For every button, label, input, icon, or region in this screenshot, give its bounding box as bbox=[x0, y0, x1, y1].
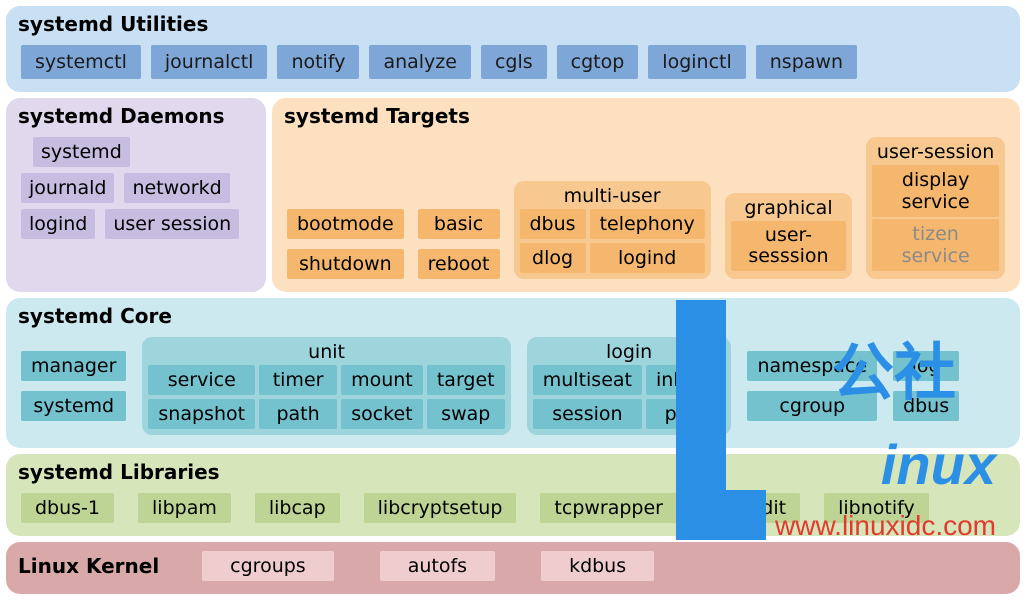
box-basic: basic bbox=[418, 209, 500, 239]
box-inhibit: inhibit bbox=[646, 365, 725, 395]
box-systemctl: systemctl bbox=[21, 45, 141, 79]
box-dlog: dlog bbox=[520, 243, 586, 273]
targets-title: systemd Targets bbox=[284, 104, 1008, 128]
box-systemd: systemd bbox=[21, 391, 126, 421]
box-logind: logind bbox=[590, 243, 705, 273]
box-dbus-1: dbus-1 bbox=[21, 493, 114, 523]
utilities-row: systemctl journalctl notify analyze cgls cgto… bbox=[18, 42, 1008, 82]
box-snapshot: snapshot bbox=[148, 399, 255, 429]
box-session: session bbox=[533, 399, 642, 429]
box-libcap: libcap bbox=[255, 493, 340, 523]
box-user-session: user session bbox=[105, 209, 239, 239]
box-log: log bbox=[893, 351, 959, 381]
libraries-title: systemd Libraries bbox=[18, 460, 1008, 484]
box-systemd: systemd bbox=[33, 137, 130, 167]
daemons-panel: systemd Daemons systemd journald networkd l… bbox=[6, 98, 266, 292]
box-logind: logind bbox=[21, 209, 95, 239]
box-socket: socket bbox=[341, 399, 423, 429]
utilities-title: systemd Utilities bbox=[18, 12, 1008, 36]
box-libnotify: libnotify bbox=[824, 493, 929, 523]
targets-panel: systemd Targets bootmode shutdown basic reb… bbox=[272, 98, 1020, 292]
box-timer: timer bbox=[259, 365, 337, 395]
subpanel-graphical: graphicaluser-sesssion bbox=[725, 193, 853, 279]
box-libaudit: libaudit bbox=[701, 493, 800, 523]
box-kdbus: kdbus bbox=[541, 551, 654, 581]
box-cgroups: cgroups bbox=[202, 551, 334, 581]
box-service: service bbox=[148, 365, 255, 395]
subpanel-login: loginmultiseatinhibitsessionpam bbox=[527, 337, 732, 435]
box-autofs: autofs bbox=[380, 551, 495, 581]
box-shutdown: shutdown bbox=[287, 249, 404, 279]
box-nspawn: nspawn bbox=[756, 45, 857, 79]
box-pam: pam bbox=[646, 399, 725, 429]
box-multiseat: multiseat bbox=[533, 365, 642, 395]
box-target: target bbox=[427, 365, 505, 395]
kernel-title: Linux Kernel bbox=[18, 554, 159, 578]
subpanel-title: multi-user bbox=[520, 185, 705, 207]
box-libcryptsetup: libcryptsetup bbox=[364, 493, 517, 523]
subpanel-title: unit bbox=[148, 341, 504, 363]
box-user-sesssion: user-sesssion bbox=[731, 221, 847, 271]
box-display-service: display service bbox=[872, 165, 999, 217]
box-loginctl: loginctl bbox=[648, 45, 745, 79]
box-namespace: namespace bbox=[747, 351, 877, 381]
box-reboot: reboot bbox=[418, 249, 500, 279]
box-path: path bbox=[259, 399, 337, 429]
box-journald: journald bbox=[21, 173, 114, 203]
box-manager: manager bbox=[21, 351, 126, 381]
subpanel-title: graphical bbox=[731, 197, 847, 219]
daemons-targets-row: systemd Daemons systemd journald networkd l… bbox=[6, 98, 1020, 298]
core-title: systemd Core bbox=[18, 304, 1008, 328]
subpanel-title: user-session bbox=[872, 141, 999, 163]
box-notify: notify bbox=[277, 45, 359, 79]
box-networkd: networkd bbox=[124, 173, 229, 203]
box-mount: mount bbox=[341, 365, 423, 395]
daemons-title: systemd Daemons bbox=[18, 104, 254, 128]
box-libpam: libpam bbox=[138, 493, 231, 523]
utilities-panel: systemd Utilities systemctl journalctl not… bbox=[6, 6, 1020, 92]
box-journalctl: journalctl bbox=[151, 45, 268, 79]
kernel-panel: Linux Kernel cgroups autofs kdbus bbox=[6, 542, 1020, 594]
subpanel-title: login bbox=[533, 341, 726, 363]
box-dbus: dbus bbox=[893, 391, 959, 421]
libraries-panel: systemd Libraries dbus-1 libpam libcap libc… bbox=[6, 454, 1020, 536]
box-cgtop: cgtop bbox=[557, 45, 639, 79]
box-cgroup: cgroup bbox=[747, 391, 877, 421]
box-tcpwrapper: tcpwrapper bbox=[540, 493, 677, 523]
box-tizen-service: tizen service bbox=[872, 219, 999, 271]
subpanel-user-session: user-sessiondisplay servicetizen service bbox=[866, 137, 1005, 279]
box-swap: swap bbox=[427, 399, 505, 429]
subpanel-multi-user: multi-userdbustelephonydloglogind bbox=[514, 181, 711, 279]
box-dbus: dbus bbox=[520, 209, 586, 239]
core-panel: systemd Core manager systemd unitserviceti… bbox=[6, 298, 1020, 448]
subpanel-unit: unitservicetimermounttargetsnapshotpaths… bbox=[142, 337, 510, 435]
box-cgls: cgls bbox=[481, 45, 547, 79]
box-analyze: analyze bbox=[369, 45, 471, 79]
box-bootmode: bootmode bbox=[287, 209, 404, 239]
box-telephony: telephony bbox=[590, 209, 705, 239]
